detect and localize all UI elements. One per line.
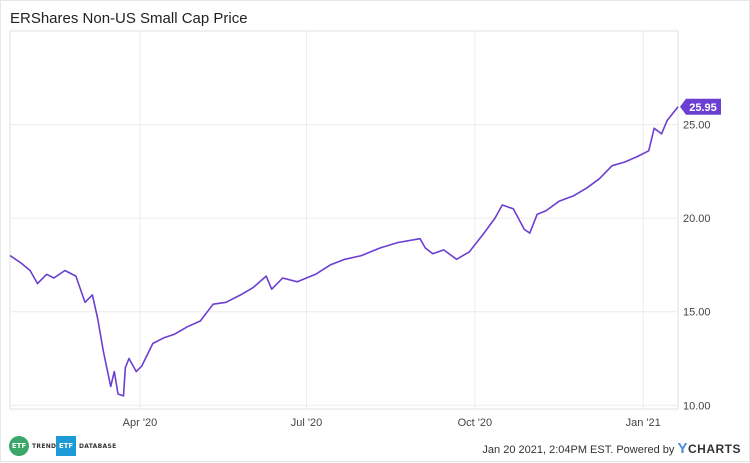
last-value-badge (680, 98, 721, 115)
price-line (9, 106, 679, 397)
y-tick-label: 10.00 (683, 400, 711, 412)
x-tick-label: Oct '20 (458, 417, 493, 429)
y-axis: 10.00 15.00 20.00 25.00 (683, 120, 711, 413)
chart-title: ERShares Non-US Small Cap Price (10, 10, 248, 27)
etf-database-logo[interactable]: ETF DATABASE (56, 434, 116, 458)
x-tick-label: Jan '21 (626, 417, 661, 429)
etf-database-badge: ETF (56, 436, 76, 456)
x-axis: Apr '20 Jul '20 Oct '20 Jan '21 (123, 417, 661, 429)
timestamp: Jan 20 2021, 2:04PM EST. Powered by (482, 444, 675, 456)
plot-frame (9, 30, 679, 410)
ycharts-text: CHARTS (688, 442, 741, 456)
x-tick-label: Apr '20 (123, 417, 158, 429)
x-tick-label: Jul '20 (291, 417, 322, 429)
y-tick-label: 25.00 (683, 120, 711, 132)
ycharts-logo[interactable]: YCHARTS (677, 440, 741, 457)
price-chart: Apr '20 Jul '20 Oct '20 Jan '21 10.00 15.00 2… (9, 30, 721, 429)
etf-trends-text: TRENDS (32, 442, 61, 450)
etf-database-text: DATABASE (79, 442, 117, 450)
y-tick-label: 15.00 (683, 307, 711, 319)
ycharts-y: Y (677, 440, 688, 457)
powered-by: Jan 20 2021, 2:04PM EST. Powered by YCHA… (482, 440, 741, 457)
last-value-text: 25.95 (689, 102, 717, 114)
gridlines (10, 31, 678, 409)
etf-trends-logo[interactable]: ETF TRENDS (9, 434, 61, 458)
etf-trends-badge: ETF (9, 436, 29, 456)
last-value-label: 25.95 (680, 98, 721, 115)
footer: ETF TRENDS ETF DATABASE Jan 20 2021, 2:0… (1, 431, 750, 463)
y-tick-label: 20.00 (683, 213, 711, 225)
